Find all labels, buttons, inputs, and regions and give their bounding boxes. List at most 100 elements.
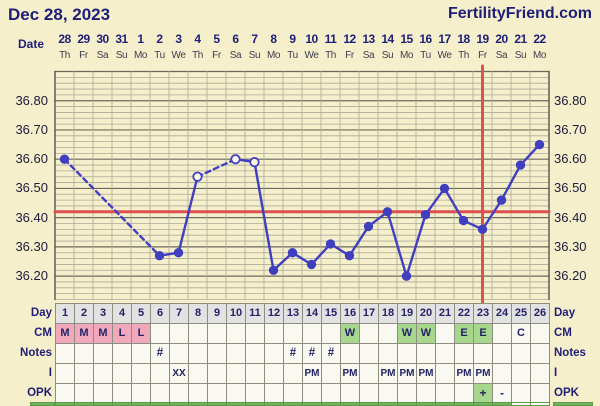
notes-cell-day-16[interactable] xyxy=(340,343,360,364)
day-cell-day-23[interactable]: 23 xyxy=(473,303,493,324)
opk-cell-day-24[interactable]: - xyxy=(492,383,512,403)
i-cell-day-18[interactable]: PM xyxy=(378,363,398,384)
date-cell[interactable]: 9 xyxy=(289,32,296,46)
day-cell-day-26[interactable]: 26 xyxy=(530,303,550,324)
notes-cell-day-7[interactable] xyxy=(169,343,189,364)
cm-cell-day-25[interactable]: C xyxy=(511,323,531,344)
opk-cell-day-8[interactable] xyxy=(188,383,208,403)
i-cell-day-11[interactable] xyxy=(245,363,265,384)
notes-cell-day-10[interactable] xyxy=(226,343,246,364)
i-cell-day-9[interactable] xyxy=(207,363,227,384)
i-cell-day-24[interactable] xyxy=(492,363,512,384)
notes-cell-day-6[interactable]: # xyxy=(150,343,170,364)
day-cell-day-7[interactable]: 7 xyxy=(169,303,189,324)
opk-cell-day-4[interactable] xyxy=(112,383,132,403)
opk-cell-day-2[interactable] xyxy=(74,383,94,403)
i-cell-day-17[interactable] xyxy=(359,363,379,384)
date-cell[interactable]: 29 xyxy=(77,32,90,46)
temp-point-day-6[interactable] xyxy=(154,250,165,261)
day-cell-day-4[interactable]: 4 xyxy=(112,303,132,324)
date-cell[interactable]: 11 xyxy=(324,32,337,46)
day-cell-day-13[interactable]: 13 xyxy=(283,303,303,324)
date-cell[interactable]: 15 xyxy=(400,32,413,46)
notes-cell-day-2[interactable] xyxy=(74,343,94,364)
notes-cell-day-26[interactable] xyxy=(530,343,550,364)
opk-cell-day-6[interactable] xyxy=(150,383,170,403)
i-cell-day-20[interactable]: PM xyxy=(416,363,436,384)
day-cell-day-15[interactable]: 15 xyxy=(321,303,341,324)
brand-link[interactable]: FertilityFriend.com xyxy=(447,5,592,22)
cm-cell-day-18[interactable] xyxy=(378,323,398,344)
i-cell-day-22[interactable]: PM xyxy=(454,363,474,384)
notes-cell-day-3[interactable] xyxy=(93,343,113,364)
i-cell-day-10[interactable] xyxy=(226,363,246,384)
date-cell[interactable]: 8 xyxy=(270,32,277,46)
date-cell[interactable]: 12 xyxy=(343,32,356,46)
opk-cell-day-7[interactable] xyxy=(169,383,189,403)
day-cell-day-18[interactable]: 18 xyxy=(378,303,398,324)
notes-cell-day-13[interactable]: # xyxy=(283,343,303,364)
cm-cell-day-17[interactable] xyxy=(359,323,379,344)
temp-point-day-14[interactable] xyxy=(306,259,317,270)
notes-cell-day-14[interactable]: # xyxy=(302,343,322,364)
cm-cell-day-10[interactable] xyxy=(226,323,246,344)
temp-point-day-17[interactable] xyxy=(363,221,374,232)
date-cell[interactable]: 17 xyxy=(438,32,451,46)
cm-cell-day-8[interactable] xyxy=(188,323,208,344)
cm-cell-day-13[interactable] xyxy=(283,323,303,344)
i-cell-day-26[interactable] xyxy=(530,363,550,384)
day-cell-day-21[interactable]: 21 xyxy=(435,303,455,324)
day-cell-day-25[interactable]: 25 xyxy=(511,303,531,324)
date-cell[interactable]: 7 xyxy=(251,32,258,46)
notes-cell-day-22[interactable] xyxy=(454,343,474,364)
date-cell[interactable]: 20 xyxy=(495,32,508,46)
date-cell[interactable]: 10 xyxy=(305,32,318,46)
day-cell-day-12[interactable]: 12 xyxy=(264,303,284,324)
opk-cell-day-20[interactable] xyxy=(416,383,436,403)
opk-cell-day-1[interactable] xyxy=(55,383,75,403)
i-cell-day-15[interactable] xyxy=(321,363,341,384)
cm-cell-day-3[interactable]: M xyxy=(93,323,113,344)
i-cell-day-12[interactable] xyxy=(264,363,284,384)
cm-cell-day-21[interactable] xyxy=(435,323,455,344)
opk-cell-day-10[interactable] xyxy=(226,383,246,403)
date-cell[interactable]: 30 xyxy=(96,32,109,46)
date-cell[interactable]: 14 xyxy=(381,32,394,46)
cm-cell-day-23[interactable]: E xyxy=(473,323,493,344)
notes-cell-day-9[interactable] xyxy=(207,343,227,364)
date-cell[interactable]: 13 xyxy=(362,32,375,46)
i-cell-day-8[interactable] xyxy=(188,363,208,384)
cm-cell-day-20[interactable]: W xyxy=(416,323,436,344)
day-cell-day-10[interactable]: 10 xyxy=(226,303,246,324)
notes-cell-day-15[interactable]: # xyxy=(321,343,341,364)
notes-cell-day-20[interactable] xyxy=(416,343,436,364)
cm-cell-day-6[interactable] xyxy=(150,323,170,344)
temp-point-day-1[interactable] xyxy=(59,154,70,164)
temp-point-day-21[interactable] xyxy=(439,183,450,194)
opk-cell-day-12[interactable] xyxy=(264,383,284,403)
cm-cell-day-2[interactable]: M xyxy=(74,323,94,344)
day-cell-day-6[interactable]: 6 xyxy=(150,303,170,324)
cm-cell-day-5[interactable]: L xyxy=(131,323,151,344)
notes-cell-day-18[interactable] xyxy=(378,343,398,364)
notes-cell-day-1[interactable] xyxy=(55,343,75,364)
date-cell[interactable]: 21 xyxy=(514,32,527,46)
temp-point-day-25[interactable] xyxy=(515,160,526,170)
cm-cell-day-15[interactable] xyxy=(321,323,341,344)
opk-cell-day-14[interactable] xyxy=(302,383,322,403)
notes-cell-day-24[interactable] xyxy=(492,343,512,364)
cm-cell-day-22[interactable]: E xyxy=(454,323,474,344)
temp-point-day-13[interactable] xyxy=(287,248,298,258)
notes-cell-day-19[interactable] xyxy=(397,343,417,364)
notes-cell-day-11[interactable] xyxy=(245,343,265,364)
notes-cell-day-23[interactable] xyxy=(473,343,493,364)
temp-point-day-10[interactable] xyxy=(230,154,241,165)
temp-point-day-8[interactable] xyxy=(192,171,203,182)
i-cell-day-1[interactable] xyxy=(55,363,75,384)
temp-point-day-18[interactable] xyxy=(382,207,393,217)
i-cell-day-3[interactable] xyxy=(93,363,113,384)
temp-point-day-7[interactable] xyxy=(173,248,184,258)
day-cell-day-20[interactable]: 20 xyxy=(416,303,436,324)
opk-cell-day-25[interactable] xyxy=(511,383,531,403)
opk-cell-day-18[interactable] xyxy=(378,383,398,403)
